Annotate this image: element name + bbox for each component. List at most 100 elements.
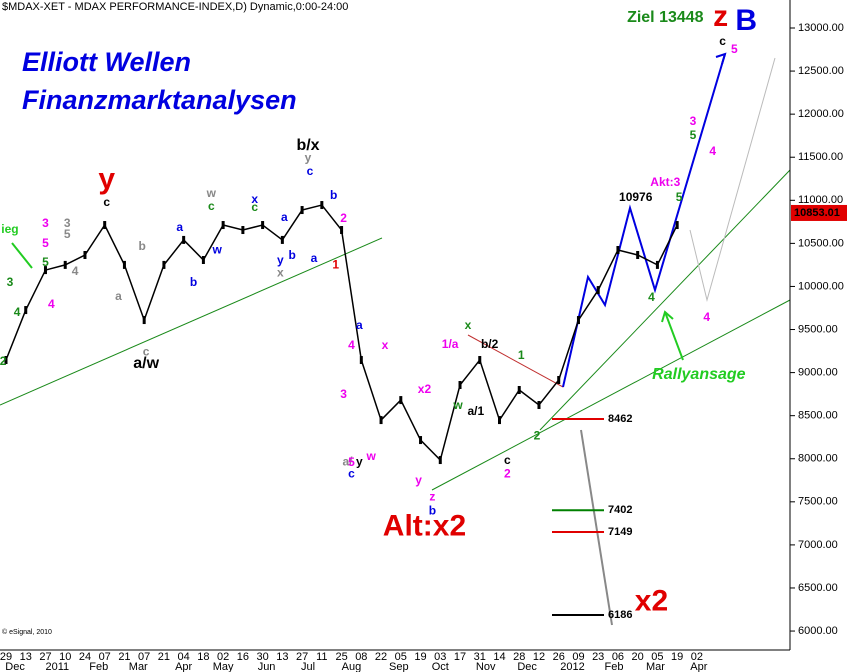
wave-label: 5 — [64, 227, 71, 241]
wave-label: x — [465, 318, 472, 332]
month-label: Feb — [605, 661, 624, 672]
x-tick-label: 25 — [335, 651, 347, 663]
wave-label: 3 — [64, 216, 71, 230]
x-tick-label: 23 — [592, 651, 604, 663]
wave-label: z — [429, 489, 435, 503]
wave-label: 4 — [703, 310, 710, 324]
x-tick-label: 27 — [39, 651, 51, 663]
price-point — [576, 316, 580, 325]
month-label: 2012 — [560, 661, 584, 672]
price-point — [517, 386, 521, 394]
wave-label: x — [382, 338, 389, 352]
y-tick-label: 10000.00 — [798, 280, 844, 292]
arrow — [664, 311, 684, 361]
wave-label: a/1 — [467, 404, 484, 418]
trendline — [539, 169, 791, 431]
big-label: B — [735, 4, 757, 37]
wave-label: a — [115, 289, 122, 303]
trendline — [431, 299, 791, 491]
x-tick-label: 20 — [632, 651, 644, 663]
wave-label: c — [208, 199, 215, 213]
wave-label: b/2 — [481, 337, 499, 351]
last-price-label: 10853.01 — [794, 207, 840, 219]
wave-label: c — [103, 195, 110, 209]
month-label: Jun — [258, 661, 276, 672]
wave-label: 1 — [518, 348, 525, 362]
price-point — [419, 436, 423, 445]
wave-label: b — [139, 239, 146, 253]
price-point — [379, 416, 383, 425]
y-tick-label: 9500.00 — [798, 323, 838, 335]
price-point — [280, 235, 284, 244]
price-point — [537, 400, 541, 409]
price-point — [596, 286, 600, 295]
price-point — [616, 246, 620, 255]
wave-label: 2 — [0, 354, 7, 368]
price-point — [478, 356, 482, 365]
x-tick-label: 13 — [20, 651, 32, 663]
y-tick-label: 11000.00 — [798, 194, 843, 206]
wave-label: 4 — [72, 264, 79, 278]
arrow — [11, 242, 33, 269]
price-point — [340, 226, 344, 235]
month-label: Dec — [5, 661, 25, 672]
x-tick-label: 07 — [99, 651, 111, 663]
x-tick-label: 29 — [0, 651, 12, 663]
wave-label: a/ — [342, 454, 353, 468]
wave-label: x2 — [418, 382, 432, 396]
x-tick-label: 11 — [316, 651, 327, 663]
wave-label: w — [206, 186, 217, 200]
big-label: z — [713, 0, 728, 33]
wave-label: b — [190, 275, 197, 289]
x-tick-label: 14 — [493, 651, 505, 663]
last-price-box — [791, 204, 847, 221]
x-tick-label: 04 — [178, 651, 190, 663]
x-tick-label: 30 — [256, 651, 268, 663]
wave-label: 5 — [42, 236, 49, 250]
trendline — [0, 237, 383, 406]
price-point — [498, 416, 501, 425]
price-point — [221, 221, 225, 230]
target-path — [580, 429, 613, 626]
x-tick-label: 10 — [59, 651, 71, 663]
wave-label: c — [504, 453, 511, 467]
arrow-head — [661, 310, 674, 323]
month-label: Mar — [129, 661, 148, 672]
target-label: 6186 — [608, 609, 632, 621]
x-tick-label: 08 — [355, 651, 367, 663]
projection — [562, 53, 726, 388]
big-label: x2 — [635, 585, 668, 618]
x-tick-label: 07 — [138, 651, 150, 663]
month-label: Nov — [476, 661, 496, 672]
wave-label: a — [311, 251, 318, 265]
wave-label: c — [143, 344, 150, 358]
month-label: Apr — [690, 661, 707, 672]
x-tick-label: 17 — [454, 651, 466, 663]
wave-label: Akt:3 — [650, 175, 680, 189]
wave-label: w — [452, 398, 463, 412]
wave-label: c — [251, 200, 258, 214]
x-tick-label: 12 — [533, 651, 545, 663]
wave-label: c — [719, 34, 726, 48]
price-point — [162, 260, 166, 269]
x-tick-label: 03 — [434, 651, 446, 663]
wave-label: b — [330, 188, 337, 202]
wave-label: c — [348, 466, 355, 480]
x-tick-label: 21 — [158, 651, 170, 663]
x-tick-label: 09 — [572, 651, 584, 663]
wave-label: 2 — [340, 211, 347, 225]
wave-label: 4 — [648, 290, 655, 304]
target-label: 7149 — [608, 526, 632, 538]
x-tick-label: 16 — [237, 651, 249, 663]
price-point — [4, 356, 8, 365]
wave-label: b — [289, 248, 296, 262]
wave-label: 5 — [348, 455, 355, 469]
wave-label: 3 — [42, 216, 49, 230]
price-point — [359, 356, 363, 365]
month-label: Oct — [432, 661, 449, 672]
price-point — [458, 381, 462, 390]
price-point — [320, 201, 324, 210]
big-label: Alt:x2 — [383, 510, 466, 543]
price-point — [261, 221, 265, 230]
